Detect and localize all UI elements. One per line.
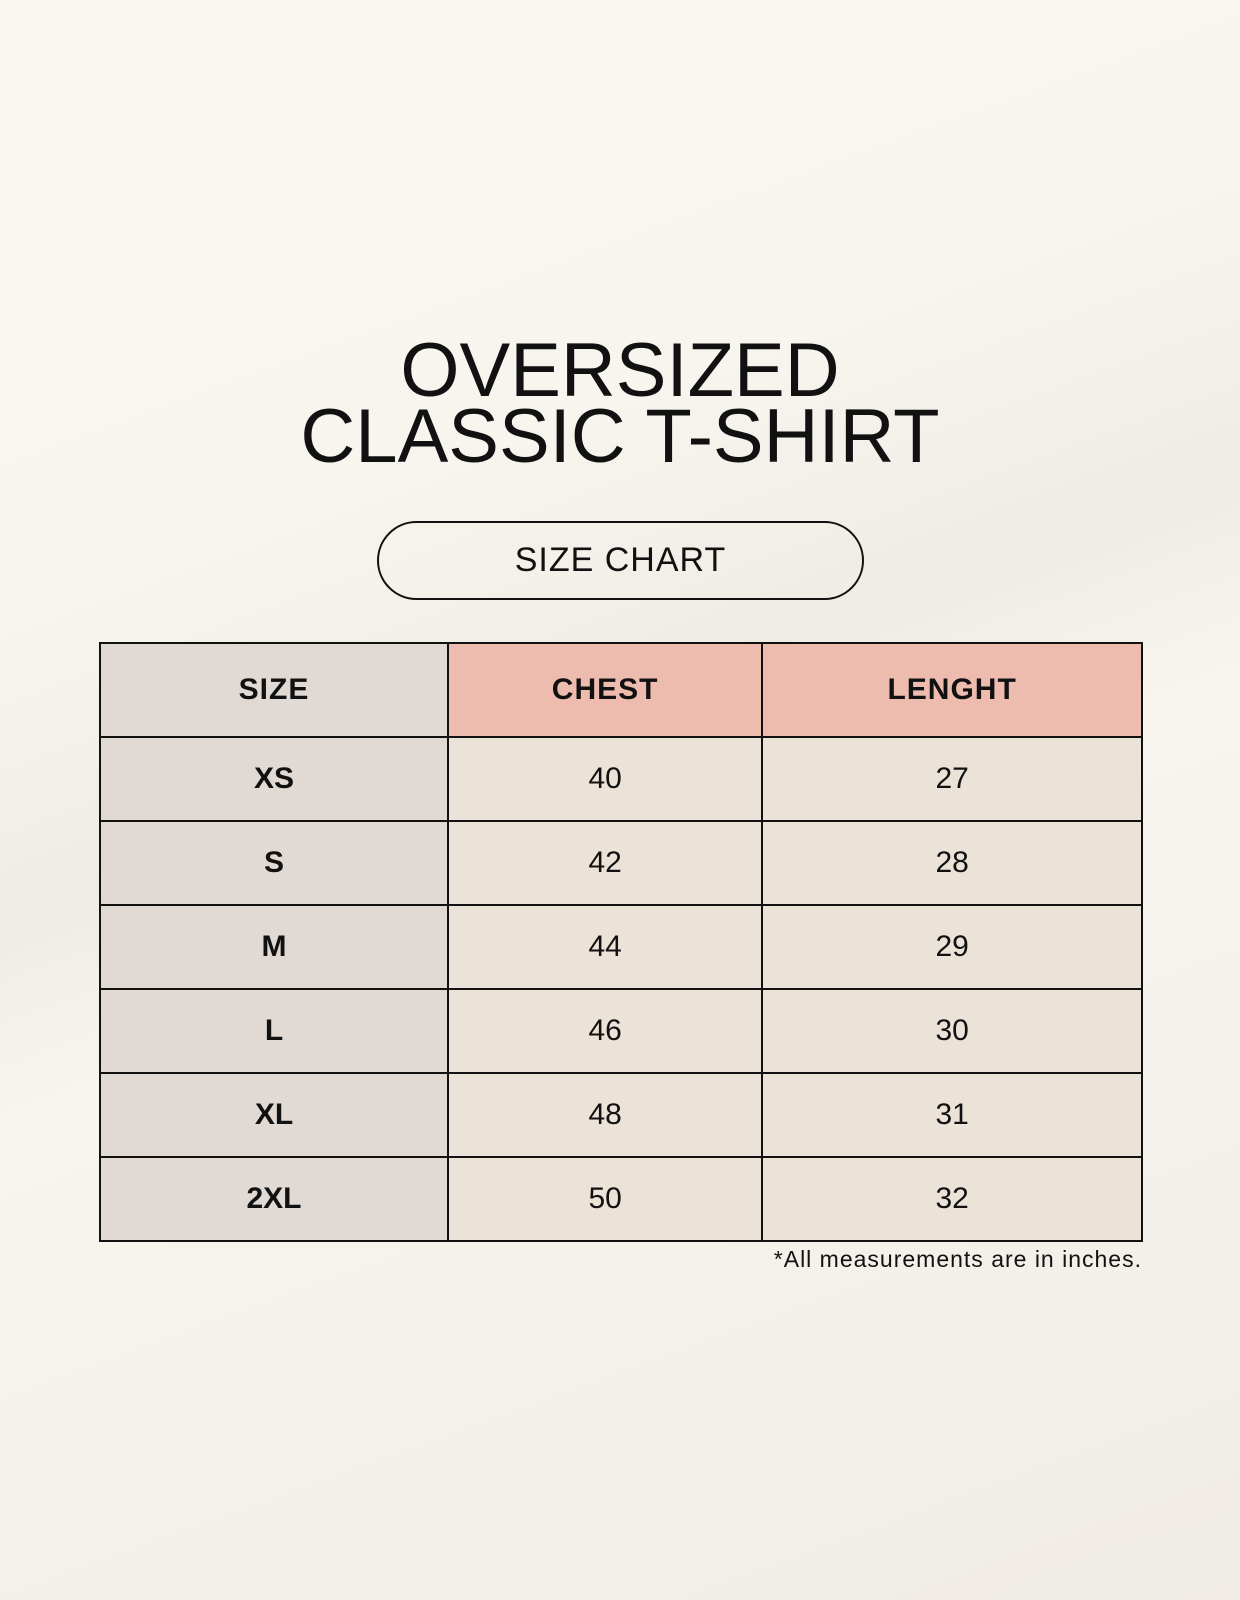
cell-size: 2XL [99, 1156, 449, 1242]
page-title: OVERSIZED CLASSIC T-SHIRT [0, 328, 1240, 479]
cell-chest: 44 [446, 904, 764, 990]
size-chart-badge: SIZE CHART [377, 521, 864, 600]
cell-size: XL [99, 1072, 449, 1158]
title-line-2: CLASSIC T-SHIRT [300, 394, 940, 479]
cell-length: 27 [761, 736, 1143, 822]
table-row: 2XL 50 32 [99, 1156, 1143, 1242]
cell-chest: 48 [446, 1072, 764, 1158]
table-row: XS 40 27 [99, 736, 1143, 822]
table-row: M 44 29 [99, 904, 1143, 990]
cell-chest: 46 [446, 988, 764, 1074]
size-table: SIZE CHEST LENGHT XS 40 27 S 42 28 M 44 29 L 46 30 X… [99, 642, 1143, 1242]
cell-length: 29 [761, 904, 1143, 990]
cell-length: 28 [761, 820, 1143, 906]
cell-chest: 40 [446, 736, 764, 822]
cell-length: 30 [761, 988, 1143, 1074]
cell-size: L [99, 988, 449, 1074]
table-row: XL 48 31 [99, 1072, 1143, 1158]
cell-chest: 50 [446, 1156, 764, 1242]
cell-size: M [99, 904, 449, 990]
table-row: L 46 30 [99, 988, 1143, 1074]
footnote: *All measurements are in inches. [773, 1246, 1142, 1272]
title-line-1: OVERSIZED [400, 328, 840, 413]
header-chest: CHEST [446, 642, 764, 738]
cell-size: S [99, 820, 449, 906]
table-row: S 42 28 [99, 820, 1143, 906]
cell-chest: 42 [446, 820, 764, 906]
cell-size: XS [99, 736, 449, 822]
table-header-row: SIZE CHEST LENGHT [99, 642, 1143, 738]
header-size: SIZE [99, 642, 449, 738]
header-length: LENGHT [761, 642, 1143, 738]
cell-length: 31 [761, 1072, 1143, 1158]
cell-length: 32 [761, 1156, 1143, 1242]
